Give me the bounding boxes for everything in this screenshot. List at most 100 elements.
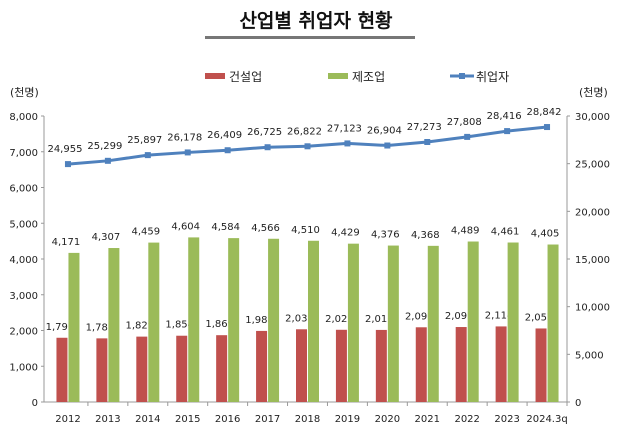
data-label: 27,808 [447, 117, 482, 128]
data-label: 2,016 [365, 314, 394, 325]
data-label: 1,780 [86, 322, 115, 333]
bar-construction [495, 326, 507, 402]
data-label: 28,416 [487, 111, 522, 122]
left-tick-label: 1,000 [9, 362, 38, 373]
x-tick-label: 2016 [215, 414, 240, 425]
legend-swatch [328, 73, 348, 79]
x-tick-label: 2022 [454, 414, 479, 425]
bar-construction [136, 336, 148, 402]
bar-construction [415, 327, 427, 402]
bar-construction [335, 329, 347, 402]
data-label: 26,409 [207, 130, 242, 141]
bar-manufacturing [188, 237, 200, 402]
data-label: 4,307 [92, 232, 121, 243]
bar-construction [296, 329, 307, 402]
right-tick-label: 15,000 [575, 255, 610, 266]
chart-title: 산업별 취업자 현황 [239, 10, 393, 32]
line-point [464, 133, 471, 140]
data-label: 2,020 [325, 314, 354, 325]
x-tick-label: 2017 [255, 414, 280, 425]
line-point [264, 144, 271, 151]
bar-construction [455, 327, 467, 402]
left-axis-label: (천명) [10, 85, 39, 99]
data-label: 4,584 [211, 222, 240, 233]
data-label: 2,034 [285, 313, 314, 324]
data-label: 2,057 [525, 312, 554, 323]
right-tick-label: 10,000 [575, 303, 610, 314]
data-label: 4,171 [52, 237, 81, 248]
bar-manufacturing [347, 243, 359, 402]
bar-manufacturing [547, 244, 559, 402]
bar-manufacturing [308, 240, 319, 402]
right-tick-label: 0 [575, 398, 581, 409]
x-tick-label: 2018 [295, 414, 320, 425]
left-tick-label: 4,000 [9, 255, 38, 266]
left-tick-label: 7,000 [9, 148, 38, 159]
line-point [504, 128, 511, 135]
bar-construction [375, 329, 387, 402]
bar-construction [56, 337, 68, 402]
left-tick-label: 0 [32, 398, 38, 409]
x-tick-label: 2014 [135, 414, 160, 425]
bar-construction [535, 328, 547, 402]
data-label: 26,904 [367, 126, 402, 137]
data-label: 24,955 [47, 144, 82, 155]
line-point [424, 138, 431, 145]
data-label: 26,178 [167, 132, 202, 143]
data-label: 27,123 [327, 123, 362, 134]
data-label: 26,822 [287, 126, 322, 137]
bar-construction [256, 330, 268, 402]
data-label: 4,461 [491, 227, 520, 238]
legend-label: 건설업 [229, 70, 262, 84]
x-tick-label: 2023 [494, 414, 519, 425]
data-label: 25,897 [127, 135, 162, 146]
left-tick-label: 5,000 [9, 219, 38, 230]
bar-manufacturing [148, 242, 160, 402]
line-point [344, 140, 351, 147]
line-point [224, 147, 231, 154]
left-tick-label: 6,000 [9, 184, 38, 195]
data-label: 1,988 [245, 315, 274, 326]
legend-label: 취업자 [476, 70, 509, 84]
data-label: 4,566 [251, 223, 280, 234]
x-tick-label: 2024.3q [526, 414, 567, 425]
data-label: 4,459 [131, 227, 160, 238]
left-tick-label: 8,000 [9, 112, 38, 123]
bar-construction [176, 335, 188, 402]
data-label: 27,273 [407, 122, 442, 133]
data-label: 4,489 [451, 226, 480, 237]
data-label: 1,829 [125, 321, 154, 332]
right-tick-label: 30,000 [575, 112, 610, 123]
x-tick-label: 2020 [375, 414, 400, 425]
right-tick-label: 25,000 [575, 160, 610, 171]
right-tick-label: 20,000 [575, 207, 610, 218]
bar-construction [96, 338, 108, 402]
line-point [184, 149, 191, 156]
line-point [544, 124, 551, 131]
bar-manufacturing [108, 248, 120, 402]
data-label: 4,368 [411, 230, 440, 241]
bar-construction [216, 335, 228, 402]
bar-manufacturing [507, 242, 519, 402]
line-point [144, 152, 151, 159]
data-label: 4,510 [291, 225, 320, 236]
data-label: 2,114 [485, 310, 514, 321]
legend-label: 제조업 [352, 70, 385, 84]
bar-manufacturing [427, 245, 439, 402]
x-tick-label: 2015 [175, 414, 200, 425]
data-label: 2,090 [405, 311, 434, 322]
bar-manufacturing [228, 238, 240, 402]
x-tick-label: 2012 [55, 414, 80, 425]
data-label: 1,797 [46, 322, 75, 333]
data-label: 28,842 [527, 107, 562, 118]
bar-manufacturing [268, 238, 280, 402]
bar-manufacturing [467, 241, 479, 402]
data-label: 1,869 [205, 319, 234, 330]
data-label: 4,376 [371, 230, 400, 241]
x-tick-label: 2019 [335, 414, 360, 425]
left-tick-label: 2,000 [9, 327, 38, 338]
x-tick-label: 2013 [95, 414, 120, 425]
line-point [104, 157, 111, 164]
data-label: 4,604 [171, 221, 200, 232]
